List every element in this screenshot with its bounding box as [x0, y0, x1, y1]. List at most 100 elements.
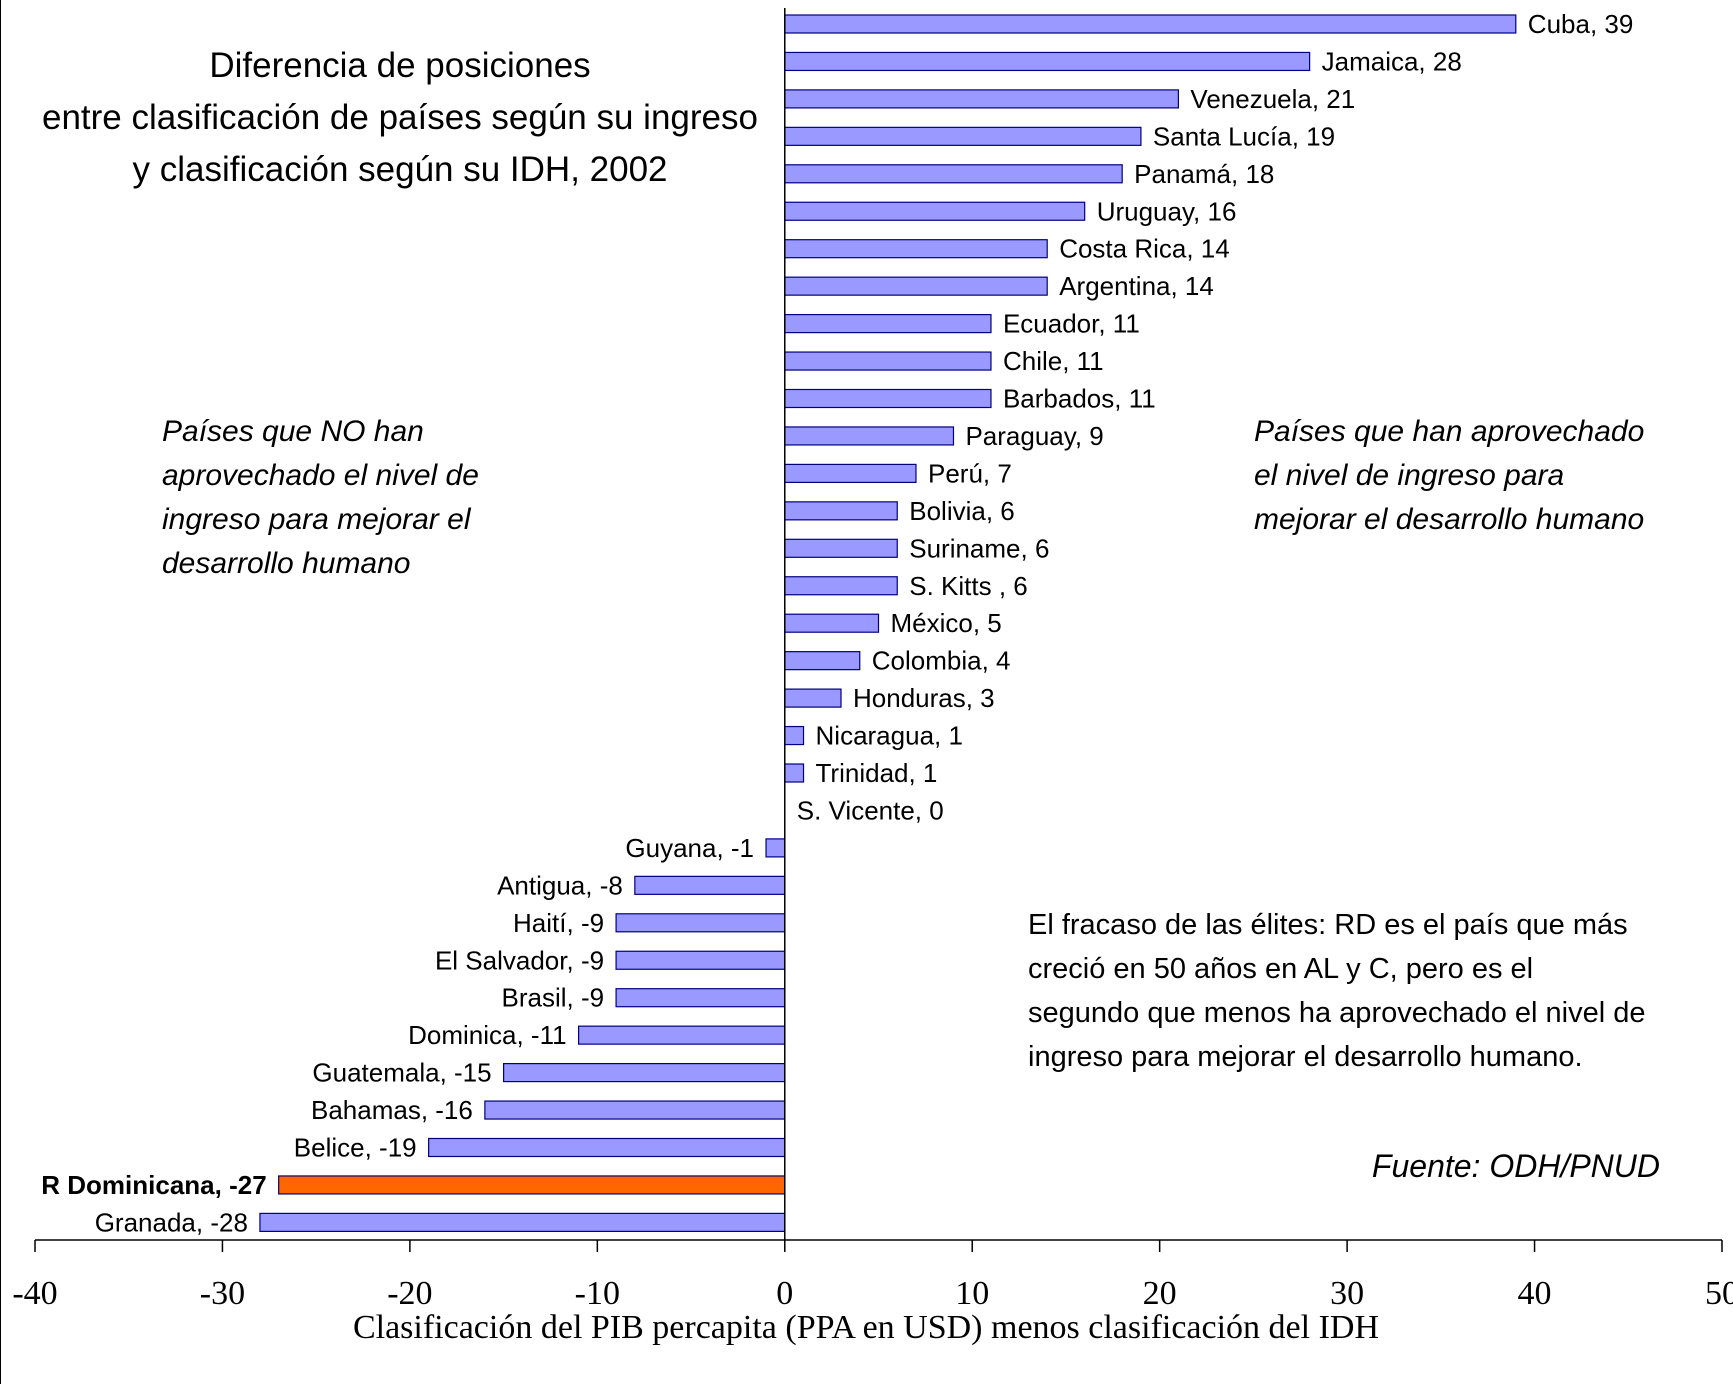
- annotation-line: aprovechado el nivel de: [162, 459, 479, 492]
- bar: [634, 875, 786, 895]
- bar: [784, 164, 1123, 184]
- bar: [765, 838, 786, 858]
- bar: [784, 388, 992, 409]
- x-tick-label: 20: [1143, 1275, 1177, 1312]
- bar: [784, 89, 1180, 109]
- bar-data-label: Nicaragua, 1: [816, 721, 963, 751]
- bar-data-label: Dominica, -11: [408, 1020, 566, 1050]
- x-tick-label: 30: [1330, 1275, 1364, 1312]
- bar: [577, 1025, 786, 1045]
- annotation-line: ingreso para mejorar el desarrollo human…: [1028, 1041, 1583, 1073]
- bar: [503, 1062, 786, 1083]
- left-annotation: Países que NO han aprovechado el nivel d…: [162, 410, 582, 586]
- x-axis-title: Clasificación del PIB percapita (PPA en …: [353, 1309, 1379, 1346]
- bar-data-label: R Dominicana, -27: [41, 1170, 266, 1200]
- annotation-line: el nivel de ingreso para: [1254, 459, 1565, 492]
- data-labels-group: Cuba, 39 Jamaica, 28 Venezuela, 21 Santa Lu…: [41, 9, 1633, 1237]
- chart-title-line: entre clasificación de países según su i…: [42, 98, 758, 137]
- x-tick-label: 50: [1705, 1275, 1733, 1312]
- bar-data-label: S. Vicente, 0: [797, 795, 944, 825]
- x-tick-label: -20: [387, 1275, 432, 1312]
- annotation-line: mejorar el desarrollo humano: [1254, 503, 1645, 536]
- x-tick-label: 0: [776, 1275, 793, 1312]
- bar-data-label: Costa Rica, 14: [1059, 234, 1230, 264]
- bar: [484, 1100, 786, 1120]
- bar: [784, 651, 861, 671]
- bar-data-label: Panamá, 18: [1134, 159, 1274, 189]
- chart-title: Diferencia de posiciones entre clasifica…: [10, 40, 790, 196]
- bar: [784, 276, 1048, 296]
- bar: [784, 613, 880, 633]
- x-tick-label: -10: [575, 1275, 620, 1312]
- bar: [784, 463, 917, 483]
- annotation-line: Países que han aprovechado: [1254, 415, 1645, 448]
- bar: [784, 314, 992, 334]
- bar-data-label: Colombia, 4: [872, 646, 1011, 676]
- chart-frame-left-edge: [0, 0, 1, 1384]
- bar-highlighted: [278, 1175, 786, 1195]
- bar: [428, 1137, 786, 1158]
- bar: [784, 501, 898, 521]
- bar-data-label: México, 5: [891, 608, 1002, 638]
- annotation-line: El fracaso de las élites: RD es el país …: [1028, 909, 1628, 941]
- annotation-line: segundo que menos ha aprovechado el nive…: [1028, 997, 1646, 1029]
- right-annotation: Países que han aprovechado el nivel de i…: [1254, 410, 1714, 542]
- bar-data-label: Perú, 7: [928, 458, 1012, 488]
- bar-data-label: Suriname, 6: [909, 533, 1049, 563]
- bar: [784, 239, 1048, 259]
- bar: [784, 201, 1086, 221]
- bar-data-label: Uruguay, 16: [1097, 196, 1237, 226]
- bar: [784, 351, 992, 371]
- bar-data-label: Bahamas, -16: [311, 1095, 473, 1125]
- bar: [784, 725, 805, 746]
- bar: [784, 538, 898, 558]
- chart-title-line: y clasificación según su IDH, 2002: [132, 150, 668, 189]
- bar: [784, 14, 1517, 34]
- bar-data-label: Haití, -9: [513, 908, 604, 938]
- bar-data-label: Paraguay, 9: [965, 421, 1103, 451]
- bar-data-label: Honduras, 3: [853, 683, 995, 713]
- bar-data-label: Guatemala, -15: [312, 1058, 491, 1088]
- bar-data-label: Barbados, 11: [1003, 384, 1156, 414]
- elites-annotation: El fracaso de las élites: RD es el país …: [1028, 903, 1718, 1079]
- bar-data-label: Venezuela, 21: [1190, 84, 1355, 114]
- bar-data-label: Jamaica, 28: [1322, 46, 1462, 76]
- bar-data-label: El Salvador, -9: [435, 945, 604, 975]
- bar: [784, 126, 1142, 146]
- bars-group: [259, 14, 1517, 1233]
- bar-data-label: Brasil, -9: [501, 983, 604, 1013]
- annotation-line: Países que NO han: [162, 415, 424, 448]
- x-tick-label: -30: [200, 1275, 245, 1312]
- x-tick-label: 40: [1518, 1275, 1552, 1312]
- x-tick-label: -40: [12, 1275, 57, 1312]
- bar-data-label: Chile, 11: [1003, 346, 1104, 376]
- bar: [784, 763, 805, 783]
- bar-data-label: Argentina, 14: [1059, 271, 1214, 301]
- chart-title-line: Diferencia de posiciones: [209, 46, 591, 85]
- bar-data-label: Belice, -19: [294, 1133, 417, 1163]
- bar-data-label: S. Kitts , 6: [909, 571, 1027, 601]
- bar: [615, 913, 786, 933]
- x-axis: -40 -30 -20 -10 0 10 20 30 40 50 Clasificación del…: [12, 8, 1733, 1346]
- annotation-line: desarrollo humano: [162, 547, 411, 580]
- bar-data-label: Guyana, -1: [625, 833, 754, 863]
- bar: [615, 950, 786, 970]
- bar: [615, 988, 786, 1008]
- source-note: Fuente: ODH/PNUD: [1371, 1148, 1660, 1184]
- bar-data-label: Granada, -28: [95, 1207, 248, 1237]
- bar: [784, 688, 842, 708]
- bar: [259, 1212, 786, 1233]
- bar-data-label: Ecuador, 11: [1003, 309, 1140, 339]
- bar-data-label: Antigua, -8: [497, 870, 623, 900]
- bar-data-label: Trinidad, 1: [816, 758, 938, 788]
- annotation-line: creció en 50 años en AL y C, pero es el: [1028, 953, 1534, 985]
- bar: [784, 426, 955, 446]
- bar-data-label: Santa Lucía, 19: [1153, 121, 1335, 151]
- bar: [784, 576, 898, 596]
- x-tick-label: 10: [955, 1275, 989, 1312]
- bar-data-label: Bolivia, 6: [909, 496, 1015, 526]
- bar: [784, 51, 1311, 72]
- bar-data-label: Cuba, 39: [1528, 9, 1634, 39]
- annotation-line: ingreso para mejorar el: [162, 503, 471, 536]
